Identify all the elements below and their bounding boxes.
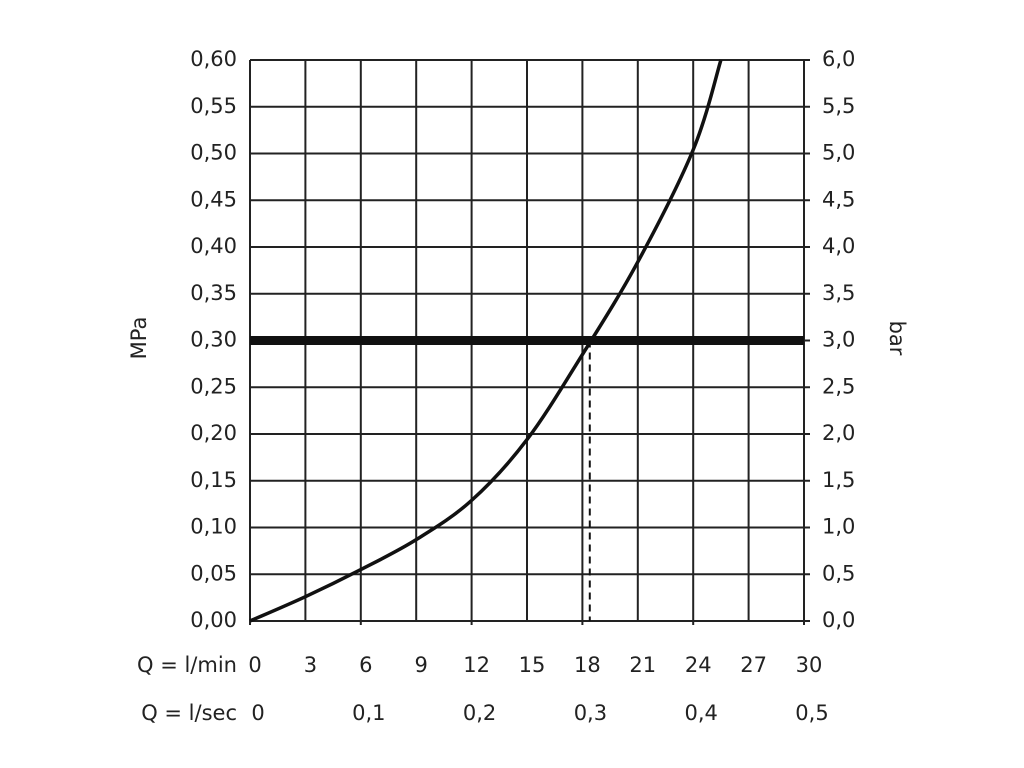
x-tick-label: 24 xyxy=(685,653,712,677)
y2-tick-label: 3,5 xyxy=(822,281,855,305)
y2-tick-label: 4,5 xyxy=(822,187,855,211)
x2-tick-label: 0,3 xyxy=(574,701,607,725)
y-tick-label: 0,20 xyxy=(190,421,237,445)
y-tick-label: 0,45 xyxy=(190,187,237,211)
x-tick-label: 15 xyxy=(519,653,546,677)
x-tick-label: 18 xyxy=(574,653,601,677)
y-tick-label: 0,50 xyxy=(190,141,237,165)
y-tick-label: 0,55 xyxy=(190,94,237,118)
y2-axis-label: bar xyxy=(885,321,909,356)
x2-tick-label: 0 xyxy=(251,701,264,725)
y2-tick-label: 3,0 xyxy=(822,328,855,352)
y-axis-label: MPa xyxy=(127,317,151,360)
y-tick-label: 0,35 xyxy=(190,281,237,305)
x-tick-label: 21 xyxy=(629,653,656,677)
y-tick-label: 0,15 xyxy=(190,468,237,492)
x-tick-label: 27 xyxy=(740,653,767,677)
x2-axis-label: Q = l/sec xyxy=(141,701,237,725)
curve xyxy=(249,59,723,623)
x-tick-label: 12 xyxy=(463,653,490,677)
y2-tick-label: 2,0 xyxy=(822,421,855,445)
x-tick-label: 0 xyxy=(248,653,261,677)
x2-tick-label: 0,1 xyxy=(352,701,385,725)
y2-tick-label: 1,5 xyxy=(822,468,855,492)
y-tick-label: 0,10 xyxy=(190,515,237,539)
x-tick-label: 9 xyxy=(415,653,428,677)
y-tick-label: 0,40 xyxy=(190,234,237,258)
y2-tick-label: 4,0 xyxy=(822,234,855,258)
x2-tick-label: 0,5 xyxy=(795,701,828,725)
x2-tick-label: 0,4 xyxy=(684,701,717,725)
y2-tick-label: 5,0 xyxy=(822,141,855,165)
x-tick-label: 30 xyxy=(796,653,823,677)
y2-tick-label: 0,5 xyxy=(822,561,855,585)
y-tick-label: 0,30 xyxy=(190,328,237,352)
y-tick-label: 0,00 xyxy=(190,608,237,632)
x-tick-label: 3 xyxy=(304,653,317,677)
y2-tick-label: 6,0 xyxy=(822,47,855,71)
y-tick-label: 0,05 xyxy=(190,561,237,585)
y2-tick-label: 2,5 xyxy=(822,374,855,398)
y-tick-label: 0,25 xyxy=(190,374,237,398)
y-tick-label: 0,60 xyxy=(190,47,237,71)
y2-tick-label: 5,5 xyxy=(822,94,855,118)
y2-tick-label: 1,0 xyxy=(822,515,855,539)
y2-tick-label: 0,0 xyxy=(822,608,855,632)
x-axis-label: Q = l/min xyxy=(137,653,237,677)
x-tick-label: 6 xyxy=(359,653,372,677)
x2-tick-label: 0,2 xyxy=(463,701,496,725)
